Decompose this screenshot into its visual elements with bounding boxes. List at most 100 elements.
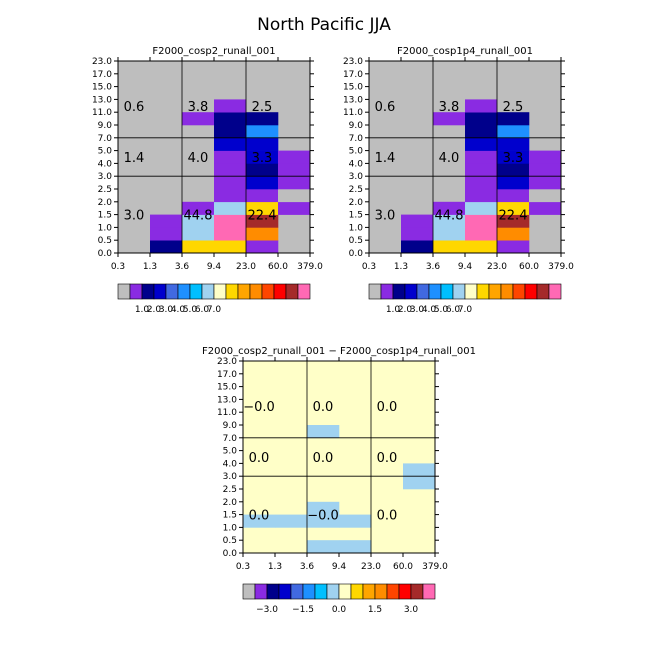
heatmap-cell [246,125,279,139]
y-tick-label: 5.0 [349,147,364,157]
heatmap-cell [214,150,247,164]
heatmap-cell [465,189,498,203]
heatmap-cell [465,201,498,215]
heatmap-cell [214,137,247,151]
heatmap-cell [275,514,308,528]
y-tick-label: 2.5 [349,185,363,195]
y-tick-label: 0.0 [98,249,113,259]
region-value-label: 0.6 [375,100,396,115]
y-tick-label: 4.0 [223,459,238,469]
colorbar-label: −1.5 [292,605,314,615]
y-tick-label: 9.0 [349,121,364,131]
heatmap-cell [246,112,279,126]
heatmap-cell [246,201,279,215]
heatmap-cell [465,214,498,228]
heatmap-cell [246,214,279,228]
heatmap-cell [214,163,247,177]
y-tick-label: 17.0 [92,70,112,80]
x-tick-label: 379.0 [297,262,323,272]
colorbar-swatch [392,283,406,300]
x-tick-label: 0.3 [362,262,376,272]
y-tick-label: 13.0 [343,95,363,105]
y-tick-label: 9.0 [223,421,238,431]
colorbar-swatch [512,283,526,300]
heatmap-cell [465,240,498,254]
colorbar-swatch [117,283,131,300]
region-value-label: −0.0 [243,400,275,415]
panel-title: F2000_cosp2_runall_001 − F2000_cosp1p4_r… [202,346,476,357]
colorbar-swatch [314,583,328,600]
heatmap-cell [497,240,530,254]
colorbar-label: 7.0 [207,305,222,315]
y-tick-label: 1.5 [98,211,112,221]
heatmap-cell [278,163,311,177]
heatmap-cell [214,214,247,228]
heatmap-cell [278,189,311,203]
heatmap-cell [339,514,372,528]
x-tick-label: 9.4 [332,562,347,572]
heatmap-cell [497,137,530,151]
heatmap-cell [307,501,340,515]
heatmap-cell [529,189,562,203]
region-value-label: 44.8 [184,209,213,224]
colorbar-label: 3.0 [404,605,419,615]
x-tick-label: 60.0 [519,262,539,272]
region-value-label: 0.0 [249,451,270,466]
colorbar-swatch [297,283,311,300]
colorbar-swatch [302,583,316,600]
heatmap-cell [497,227,530,241]
heatmap-cell [403,476,436,490]
y-tick-label: 2.0 [349,198,364,208]
region-value-label: 4.0 [439,151,460,166]
heatmap-cell [246,227,279,241]
heatmap-cell [307,514,340,528]
y-tick-label: 0.0 [349,249,364,259]
y-tick-label: 23.0 [343,57,363,67]
y-tick-label: 15.0 [343,83,363,93]
heatmap-cell [246,189,279,203]
colorbar-swatch [368,283,382,300]
x-tick-label: 379.0 [422,562,448,572]
heatmap-cell [246,163,279,177]
colorbar-swatch [380,283,394,300]
x-tick-label: 9.4 [207,262,222,272]
colorbar-swatch [440,283,454,300]
colorbar-swatch [488,283,502,300]
colorbar-label: 5.0 [183,305,198,315]
colorbar-swatch [428,283,442,300]
y-tick-label: 1.0 [349,223,364,233]
colorbar-label: 1.0 [386,305,401,315]
region-value-label: 3.0 [124,209,145,224]
colorbar: 1.02.03.04.05.06.07.0 [117,283,311,315]
colorbar-swatch [129,283,143,300]
heatmap-cell [339,540,372,554]
heatmap-cell [529,201,562,215]
heatmap-cell [214,189,247,203]
colorbar-label: 3.0 [159,305,174,315]
x-tick-label: 3.6 [175,262,190,272]
y-tick-label: 3.0 [223,472,238,482]
heatmap-cell [401,214,434,228]
heatmap-cell [465,125,498,139]
colorbar-label: 4.0 [422,305,437,315]
heatmap-cell [278,176,311,190]
y-tick-label: 11.0 [92,108,112,118]
heatmap-cell [497,176,530,190]
panel-title: F2000_cosp1p4_runall_001 [397,46,533,57]
y-tick-label: 1.5 [223,511,237,521]
y-tick-label: 23.0 [92,57,112,67]
colorbar-label: 4.0 [171,305,186,315]
y-tick-label: 0.5 [349,236,363,246]
y-tick-label: 3.0 [349,172,364,182]
colorbar-swatch [326,583,340,600]
y-tick-label: 7.0 [98,134,113,144]
colorbar-swatch [464,283,478,300]
y-tick-label: 9.0 [98,121,113,131]
colorbar: −3.0 −1.5 0.0 1.5 3.0 [242,583,436,615]
y-tick-label: 0.5 [223,536,237,546]
heatmap-cell [497,189,530,203]
y-tick-label: 0.5 [98,236,112,246]
x-tick-label: 23.0 [236,262,256,272]
heatmap-cell [433,214,466,228]
